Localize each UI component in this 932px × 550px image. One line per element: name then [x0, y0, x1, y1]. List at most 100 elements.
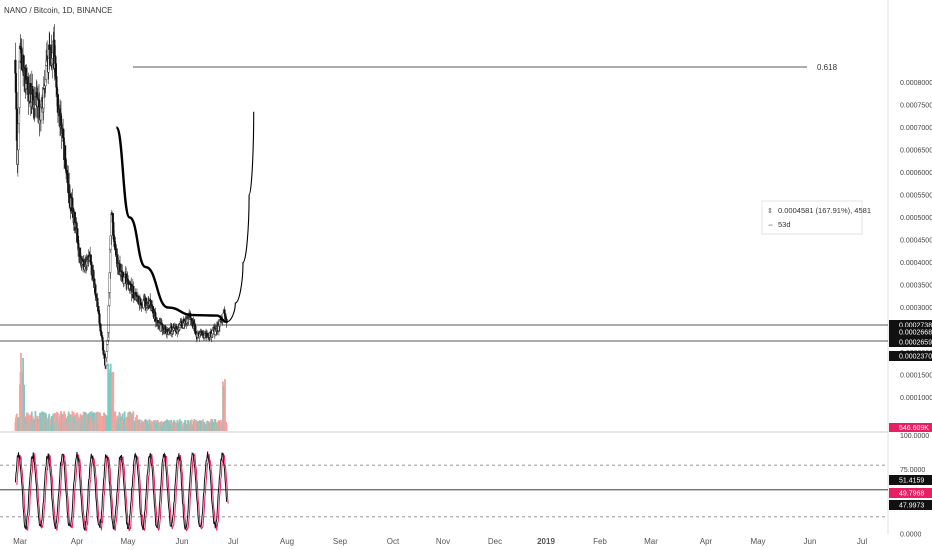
candle-body: [45, 64, 48, 80]
volume-bar: [96, 411, 99, 431]
date-tick-label: 2019: [537, 537, 555, 546]
price-tick-label: 0.0005000: [900, 215, 932, 222]
price-tick-label: 0.0007000: [900, 125, 932, 132]
price-tick-label: 0.0001000: [900, 395, 932, 402]
price-tag-label: 0.0002738: [899, 323, 932, 330]
measure-duration: 53d: [778, 220, 791, 229]
date-tick-label: Mar: [13, 537, 27, 546]
oscillator-tag: [889, 500, 932, 510]
volume-bar: [113, 411, 116, 431]
date-axis[interactable]: Mar Apr May Jun Jul Aug Sep Oct Nov Dec 2019 Feb Mar…: [13, 537, 867, 546]
price-tick-label: 0.0008000: [900, 80, 932, 87]
date-tick-label: Jun: [176, 537, 189, 546]
measure-range-icon: ⇔: [767, 222, 774, 229]
date-tick-label: Aug: [280, 537, 294, 546]
price-tag: [889, 320, 932, 330]
date-tick-label: Nov: [436, 537, 450, 546]
oscillator-main-line: [14, 451, 228, 531]
candle-body: [105, 344, 109, 352]
candle-body: [90, 261, 93, 266]
measure-price-change: 0.0004581 (167.91%), 4581: [778, 206, 871, 215]
date-tick-label: Apr: [71, 537, 84, 546]
oscillator-pane: [0, 451, 888, 532]
price-tick-label: 0.0006000: [900, 170, 932, 177]
candle-body: [223, 313, 227, 317]
volume-bar: [82, 411, 85, 431]
volume-bar: [119, 413, 121, 431]
volume-bar: [63, 411, 65, 431]
volume-bar: [195, 419, 198, 431]
volume-bar: [225, 423, 228, 431]
oscillator-tag: [889, 488, 932, 498]
date-tick-label: May: [120, 537, 135, 546]
volume-bar: [179, 419, 181, 431]
measure-arrow-icon: ⇕: [767, 207, 773, 215]
fib-level-label: 0.618: [817, 63, 838, 72]
volume-bar: [125, 416, 128, 431]
oscillator-tick-label: 75.0000: [900, 467, 925, 474]
date-tick-label: Jul: [857, 537, 867, 546]
oscillator-signal-line: [16, 452, 229, 532]
oscillator-tag: [889, 475, 932, 485]
date-tick-label: Dec: [488, 537, 502, 546]
volume-bar: [81, 415, 83, 431]
volume-bar: [184, 420, 187, 431]
candle-body: [194, 326, 197, 334]
price-axis[interactable]: 0.0008000 0.0007500 0.0007000 0.0006500 0.00…: [889, 80, 932, 539]
date-tick-label: Sep: [333, 537, 348, 546]
volume-bar: [30, 411, 33, 431]
price-tick-label: 0.0007500: [900, 103, 932, 110]
measure-tool: ⇕ 0.0004581 (167.91%), 4581 ⇔ 53d: [761, 200, 871, 235]
volume-bar: [112, 371, 115, 431]
date-tick-label: Jun: [804, 537, 817, 546]
rounded-bottom-curve: [115, 126, 227, 324]
candles: [14, 24, 228, 370]
grid: [0, 0, 889, 534]
price-tick-label: 0.0001500: [900, 373, 932, 380]
volume-bar: [57, 412, 59, 431]
volume-bar: [100, 415, 102, 431]
volume-bar: [176, 419, 179, 431]
volume-bar: [85, 414, 88, 431]
oscillator-tag-label: 47.9973: [899, 503, 924, 510]
date-tick-label: Jul: [228, 537, 238, 546]
volume-bars: [14, 353, 228, 431]
volume-bar: [193, 421, 196, 431]
volume-tag-label: 546.609K: [899, 425, 929, 432]
volume-bar: [23, 384, 25, 431]
price-tag-label: 0.0002659: [899, 340, 932, 347]
date-tick-label: Feb: [593, 537, 607, 546]
volume-bar: [79, 413, 82, 431]
volume-bar: [187, 420, 189, 431]
volume-bar: [160, 420, 163, 431]
price-tick-label: 0.0004000: [900, 260, 932, 267]
volume-bar: [84, 411, 86, 431]
volume-bar: [190, 419, 193, 431]
price-tick-label: 0.0006500: [900, 148, 932, 155]
volume-bar: [164, 421, 167, 431]
oscillator-tag-label: 49.7968: [899, 491, 924, 498]
oscillator-tick-label: 0.0000: [900, 532, 922, 539]
candle-body: [105, 351, 108, 358]
symbol-title: NANO / Bitcoin, 1D, BINANCE: [4, 6, 112, 15]
volume-bar: [173, 419, 176, 431]
price-tag: [889, 351, 932, 361]
price-tag-label: 0.0002668: [899, 330, 932, 337]
price-tag: [889, 337, 932, 347]
price-tick-label: 0.0005500: [900, 193, 932, 200]
drawings: 0.618: [0, 63, 888, 342]
date-tick-label: Mar: [644, 537, 658, 546]
oscillator-tag-label: 51.4159: [899, 478, 924, 485]
candle-body: [107, 305, 110, 333]
volume-bar: [77, 415, 79, 431]
date-tick-label: Apr: [700, 537, 713, 546]
oscillator-tick-label: 100.0000: [900, 433, 929, 440]
price-tick-label: 0.0003500: [900, 283, 932, 290]
volume-bar: [131, 413, 134, 431]
measure-box: [761, 200, 863, 235]
volume-bar: [99, 412, 101, 431]
volume-bar: [162, 422, 165, 431]
volume-bar: [170, 422, 173, 431]
